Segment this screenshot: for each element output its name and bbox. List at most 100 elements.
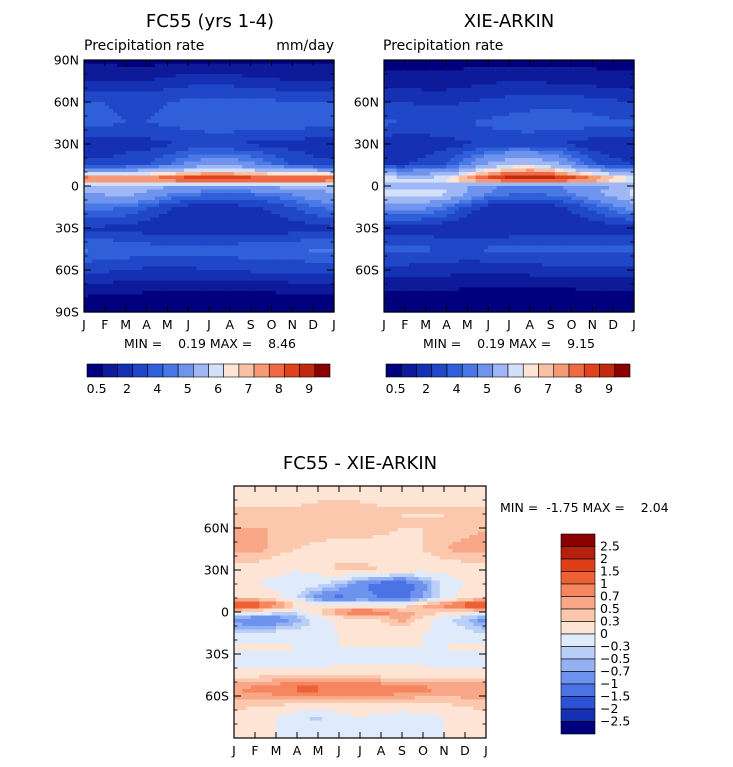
heatmap-cell: [96, 228, 102, 233]
heatmap-cell: [159, 95, 164, 100]
heatmap-cell: [292, 203, 298, 208]
heatmap-cell: [196, 266, 202, 271]
heatmap-cell: [188, 144, 193, 149]
heatmap-cell: [404, 81, 410, 86]
heatmap-cell: [400, 67, 406, 72]
heatmap-cell: [175, 126, 181, 131]
heatmap-cell: [134, 109, 139, 114]
heatmap-cell: [204, 109, 210, 114]
heatmap-cell: [142, 252, 148, 257]
heatmap-cell: [279, 70, 285, 75]
heatmap-cell: [288, 161, 293, 166]
heatmap-cell: [250, 193, 256, 198]
heatmap-cell: [125, 123, 131, 128]
heatmap-cell: [100, 242, 106, 247]
x-tick-label: J: [81, 317, 86, 332]
heatmap-cell: [142, 266, 148, 271]
heatmap-cell: [188, 161, 193, 166]
heatmap-cell: [275, 91, 281, 96]
heatmap-cell: [100, 140, 106, 145]
heatmap-cell: [263, 207, 268, 212]
heatmap-cell: [167, 308, 173, 313]
heatmap-cell: [104, 102, 110, 107]
heatmap-cell: [129, 235, 135, 240]
heatmap-cell: [267, 228, 273, 233]
heatmap-cell: [296, 168, 302, 173]
heatmap-cell: [104, 214, 110, 219]
heatmap-cell: [84, 144, 89, 149]
heatmap-cell: [325, 98, 331, 103]
heatmap-cell: [184, 193, 189, 198]
heatmap-cell: [104, 273, 110, 278]
heatmap-cell: [309, 119, 314, 124]
heatmap-cell: [325, 249, 331, 254]
heatmap-cell: [479, 84, 485, 89]
heatmap-cell: [229, 301, 235, 306]
heatmap-cell: [254, 179, 260, 184]
heatmap-cell: [204, 217, 210, 222]
heatmap-cell: [496, 77, 502, 82]
heatmap-cell: [142, 147, 148, 152]
heatmap-cell: [88, 179, 93, 184]
heatmap-cell: [613, 88, 618, 93]
heatmap-cell: [121, 137, 127, 142]
heatmap-cell: [321, 196, 327, 201]
heatmap-cell: [313, 109, 318, 114]
heatmap-cell: [117, 158, 123, 163]
heatmap-cell: [175, 214, 181, 219]
heatmap-cell: [417, 77, 423, 82]
heatmap-cell: [254, 245, 260, 250]
heatmap-cell: [254, 207, 260, 212]
heatmap-cell: [246, 168, 252, 173]
heatmap-cell: [109, 277, 114, 282]
heatmap-cell: [204, 144, 210, 149]
heatmap-cell: [150, 291, 156, 296]
heatmap-cell: [96, 287, 102, 292]
heatmap-cell: [109, 88, 114, 93]
heatmap-cell: [92, 280, 98, 285]
heatmap-cell: [275, 214, 281, 219]
x-tick-label: A: [142, 317, 151, 332]
heatmap-cell: [117, 210, 123, 215]
heatmap-cell: [175, 235, 181, 240]
heatmap-cell: [304, 228, 310, 233]
heatmap-cell: [238, 95, 243, 100]
heatmap-cell: [129, 161, 135, 166]
heatmap-cell: [254, 67, 260, 72]
heatmap-cell: [200, 284, 206, 289]
heatmap-cell: [263, 210, 268, 215]
heatmap-cell: [438, 84, 443, 89]
heatmap-cell: [175, 119, 181, 124]
heatmap-cell: [184, 88, 189, 93]
heatmap-cell: [159, 291, 164, 296]
heatmap-cell: [92, 133, 98, 138]
heatmap-cell: [242, 259, 248, 264]
heatmap-cell: [213, 273, 218, 278]
heatmap-cell: [309, 207, 314, 212]
heatmap-cell: [209, 123, 214, 128]
heatmap-cell: [171, 151, 177, 156]
heatmap-cell: [250, 291, 256, 296]
heatmap-cell: [292, 172, 298, 177]
heatmap-cell: [554, 84, 560, 89]
heatmap-cell: [284, 158, 289, 163]
heatmap-cell: [263, 165, 268, 170]
heatmap-cell: [100, 133, 106, 138]
heatmap-cell: [184, 273, 189, 278]
heatmap-cell: [221, 228, 227, 233]
heatmap-cell: [271, 179, 277, 184]
heatmap-cell: [179, 308, 185, 313]
heatmap-cell: [296, 60, 302, 65]
heatmap-cell: [321, 210, 327, 215]
heatmap-cell: [238, 238, 243, 243]
heatmap-cell: [238, 67, 243, 72]
heatmap-cell: [100, 235, 106, 240]
heatmap-cell: [213, 207, 218, 212]
heatmap-cell: [171, 287, 177, 292]
heatmap-cell: [263, 238, 268, 243]
heatmap-cell: [154, 203, 160, 208]
heatmap-cell: [250, 245, 256, 250]
colorbar-swatch: [238, 363, 255, 378]
heatmap-cell: [113, 109, 118, 114]
heatmap-cell: [196, 175, 202, 180]
